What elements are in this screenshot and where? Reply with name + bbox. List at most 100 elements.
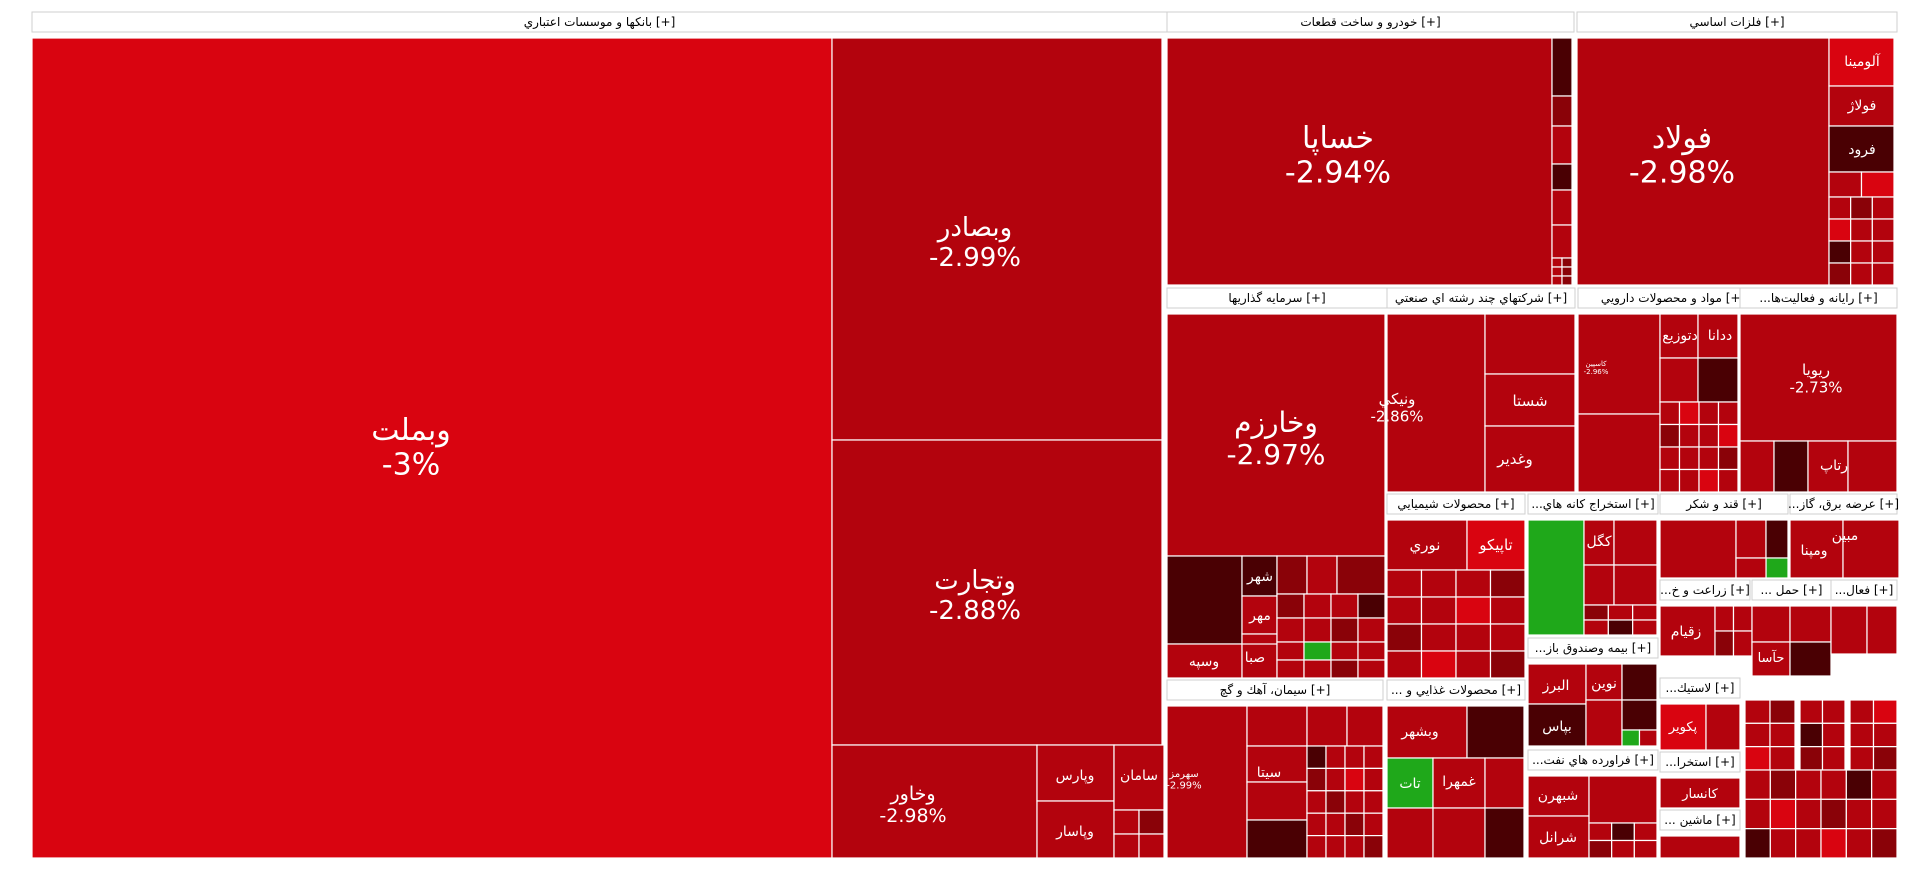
treemap-tile[interactable] — [1484, 425, 1576, 493]
small-tile[interactable] — [1325, 834, 1346, 859]
treemap-tile[interactable] — [1346, 705, 1384, 747]
small-tile[interactable] — [1744, 699, 1771, 724]
small-tile[interactable] — [1659, 401, 1681, 426]
treemap-tile[interactable] — [1432, 757, 1486, 809]
small-tile[interactable] — [1357, 593, 1386, 619]
tile-vkharazm[interactable] — [1166, 313, 1386, 557]
small-tile[interactable] — [1799, 746, 1824, 771]
small-tile[interactable] — [1325, 745, 1346, 769]
tile-vbmellat[interactable] — [31, 37, 833, 859]
treemap-tile[interactable] — [1866, 605, 1898, 655]
small-tile[interactable] — [1113, 809, 1140, 835]
small-tile[interactable] — [1489, 569, 1526, 598]
treemap-tile[interactable] — [1765, 519, 1789, 559]
small-tile[interactable] — [1845, 798, 1873, 830]
treemap-tile[interactable] — [1830, 605, 1868, 655]
small-tile[interactable] — [1363, 790, 1384, 814]
small-tile[interactable] — [1325, 812, 1346, 837]
treemap-tile[interactable] — [1484, 373, 1576, 427]
small-tile[interactable] — [1828, 262, 1852, 286]
small-tile[interactable] — [1306, 812, 1327, 837]
small-tile[interactable] — [1871, 828, 1898, 859]
small-tile[interactable] — [1849, 699, 1875, 724]
small-tile[interactable] — [1489, 596, 1526, 625]
treemap-tile[interactable] — [1659, 357, 1699, 403]
small-tile[interactable] — [1551, 266, 1563, 277]
small-tile[interactable] — [1769, 722, 1796, 748]
small-tile[interactable] — [1871, 769, 1898, 800]
treemap-tile[interactable] — [1735, 519, 1767, 559]
treemap-tile[interactable] — [1306, 705, 1348, 747]
small-tile[interactable] — [1489, 650, 1526, 679]
treemap-tile[interactable] — [1828, 85, 1895, 127]
small-tile[interactable] — [1357, 659, 1386, 679]
small-tile[interactable] — [1717, 446, 1739, 471]
treemap-tile[interactable] — [1484, 807, 1525, 859]
treemap-tile[interactable] — [1241, 555, 1278, 597]
treemap-tile[interactable] — [1735, 557, 1767, 579]
sector-header[interactable] — [1659, 751, 1741, 773]
sector-header[interactable] — [1527, 749, 1659, 771]
small-tile[interactable] — [1489, 623, 1526, 652]
small-tile[interactable] — [1386, 650, 1423, 679]
small-tile[interactable] — [1330, 641, 1359, 661]
sector-header[interactable] — [1789, 493, 1898, 515]
tile-vtejarat[interactable] — [831, 439, 1163, 746]
small-tile[interactable] — [1306, 767, 1327, 792]
treemap-tile[interactable] — [1789, 641, 1832, 677]
treemap-tile[interactable] — [1336, 555, 1386, 595]
small-tile[interactable] — [1455, 569, 1492, 598]
small-tile[interactable] — [1678, 423, 1700, 448]
treemap-tile[interactable] — [1828, 37, 1895, 87]
small-tile[interactable] — [1845, 828, 1873, 859]
treemap-tile[interactable] — [1246, 705, 1308, 747]
small-tile[interactable] — [1561, 275, 1573, 286]
treemap-tile[interactable] — [1306, 555, 1338, 595]
small-tile[interactable] — [1344, 834, 1365, 859]
treemap-tile[interactable] — [1386, 519, 1468, 571]
treemap-tile[interactable] — [1551, 189, 1573, 226]
small-tile[interactable] — [1363, 834, 1384, 859]
small-tile[interactable] — [1850, 218, 1873, 242]
small-tile[interactable] — [1744, 746, 1771, 771]
treemap-tile[interactable] — [1484, 313, 1576, 375]
small-tile[interactable] — [1561, 257, 1573, 268]
treemap-tile[interactable] — [1551, 95, 1573, 127]
small-tile[interactable] — [1744, 828, 1771, 859]
treemap-tile[interactable] — [1659, 835, 1741, 859]
small-tile[interactable] — [1659, 446, 1681, 471]
small-tile[interactable] — [1303, 617, 1332, 643]
small-tile[interactable] — [1607, 604, 1634, 621]
treemap-tile[interactable] — [1432, 807, 1486, 859]
sector-header[interactable] — [1166, 679, 1384, 701]
small-tile[interactable] — [1872, 699, 1898, 724]
small-tile[interactable] — [1820, 828, 1847, 859]
small-tile[interactable] — [1303, 659, 1332, 679]
treemap-tile[interactable] — [1773, 440, 1809, 493]
sector-header[interactable] — [1659, 809, 1741, 831]
small-tile[interactable] — [1632, 619, 1658, 636]
treemap-tile[interactable] — [1466, 519, 1526, 571]
small-tile[interactable] — [1678, 401, 1700, 426]
small-tile[interactable] — [1769, 828, 1797, 859]
treemap-tile[interactable] — [1659, 519, 1737, 579]
sector-header[interactable] — [1830, 579, 1898, 601]
small-tile[interactable] — [1276, 593, 1305, 619]
small-tile[interactable] — [1420, 650, 1457, 679]
tile-vbsader[interactable] — [831, 37, 1163, 441]
treemap-tile[interactable] — [1751, 605, 1791, 643]
small-tile[interactable] — [1611, 839, 1635, 859]
small-tile[interactable] — [1849, 722, 1875, 748]
small-tile[interactable] — [1344, 812, 1365, 837]
small-tile[interactable] — [1872, 722, 1898, 748]
treemap-tile[interactable] — [1659, 313, 1699, 359]
treemap-tile[interactable] — [1697, 313, 1739, 359]
treemap-tile[interactable] — [1613, 564, 1658, 606]
small-tile[interactable] — [1363, 767, 1384, 792]
sector-header[interactable] — [1739, 287, 1898, 309]
small-tile[interactable] — [1769, 798, 1797, 830]
small-tile[interactable] — [1744, 769, 1771, 800]
small-tile[interactable] — [1303, 641, 1332, 661]
small-tile[interactable] — [1828, 196, 1852, 220]
small-tile[interactable] — [1659, 423, 1681, 448]
